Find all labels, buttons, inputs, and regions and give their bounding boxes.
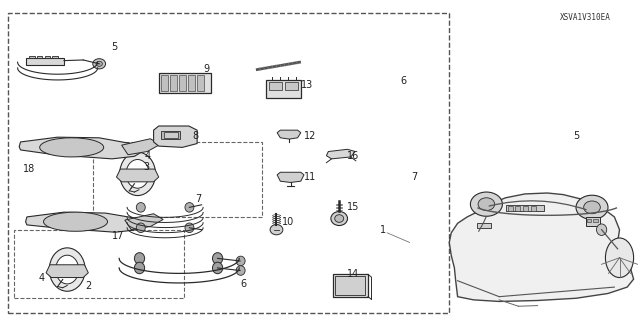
Text: 2: 2 (85, 280, 92, 291)
Bar (523, 206, 528, 211)
Ellipse shape (185, 223, 194, 233)
Bar (506, 205, 544, 211)
Polygon shape (326, 149, 355, 159)
Ellipse shape (596, 224, 607, 235)
Text: 3: 3 (143, 162, 149, 173)
Polygon shape (277, 172, 304, 182)
Bar (188, 75, 195, 91)
Bar (26, 58, 64, 65)
Bar (159, 73, 211, 93)
Ellipse shape (134, 262, 145, 274)
Ellipse shape (212, 253, 223, 264)
Polygon shape (277, 130, 301, 139)
Text: 7: 7 (195, 194, 202, 204)
Text: 1: 1 (380, 225, 386, 235)
Bar (170, 75, 177, 91)
Ellipse shape (96, 61, 102, 66)
Bar (37, 56, 42, 58)
Bar (164, 132, 178, 138)
Text: 7: 7 (412, 172, 418, 182)
Ellipse shape (576, 195, 608, 219)
Polygon shape (116, 169, 159, 182)
Text: XSVA1V310EA: XSVA1V310EA (561, 13, 611, 22)
Bar (45, 56, 50, 58)
Polygon shape (26, 212, 147, 232)
Text: 13: 13 (301, 79, 314, 90)
Polygon shape (46, 265, 88, 278)
Bar (179, 75, 186, 91)
Ellipse shape (212, 262, 223, 274)
Ellipse shape (584, 201, 600, 214)
Ellipse shape (120, 152, 156, 196)
Ellipse shape (478, 198, 495, 211)
Text: 6: 6 (240, 279, 246, 289)
Ellipse shape (136, 203, 145, 212)
Ellipse shape (236, 266, 245, 275)
Text: 5: 5 (573, 130, 579, 141)
Bar (161, 75, 168, 91)
Text: 17: 17 (112, 231, 125, 241)
Ellipse shape (331, 211, 348, 226)
Bar (29, 56, 35, 58)
Ellipse shape (470, 192, 502, 216)
Text: 16: 16 (347, 151, 360, 161)
Bar (269, 82, 282, 90)
Ellipse shape (126, 160, 149, 188)
Text: 4: 4 (144, 151, 150, 161)
Bar (531, 206, 536, 211)
Text: 8: 8 (192, 130, 198, 141)
Ellipse shape (93, 59, 106, 69)
Bar (52, 56, 58, 58)
Ellipse shape (185, 203, 194, 212)
Text: 12: 12 (304, 130, 317, 141)
Text: 11: 11 (304, 172, 317, 182)
Bar (508, 206, 513, 211)
Text: 14: 14 (347, 269, 360, 279)
Bar (593, 219, 598, 222)
Ellipse shape (605, 238, 634, 278)
Text: 9: 9 (203, 63, 209, 74)
Polygon shape (154, 126, 197, 147)
Ellipse shape (335, 215, 344, 222)
Bar (477, 223, 491, 228)
Bar (515, 206, 520, 211)
Ellipse shape (44, 212, 108, 231)
Text: 5: 5 (111, 42, 117, 52)
Ellipse shape (40, 138, 104, 157)
Ellipse shape (56, 255, 79, 284)
Bar (266, 80, 301, 98)
Ellipse shape (49, 248, 85, 291)
Polygon shape (19, 137, 144, 159)
Polygon shape (125, 214, 163, 230)
Ellipse shape (236, 256, 245, 266)
Text: 18: 18 (22, 164, 35, 174)
Bar (586, 217, 600, 226)
Ellipse shape (134, 253, 145, 264)
Text: 15: 15 (347, 202, 360, 212)
Polygon shape (122, 139, 160, 155)
Bar (333, 274, 368, 297)
Bar (285, 82, 298, 90)
Text: 6: 6 (400, 76, 406, 86)
Ellipse shape (136, 223, 145, 233)
Bar (161, 131, 180, 139)
Bar (197, 75, 204, 91)
Ellipse shape (270, 225, 283, 235)
Text: 10: 10 (282, 217, 294, 227)
Text: 4: 4 (38, 272, 45, 283)
Polygon shape (449, 193, 634, 301)
Bar (587, 219, 591, 222)
Bar (335, 276, 365, 295)
